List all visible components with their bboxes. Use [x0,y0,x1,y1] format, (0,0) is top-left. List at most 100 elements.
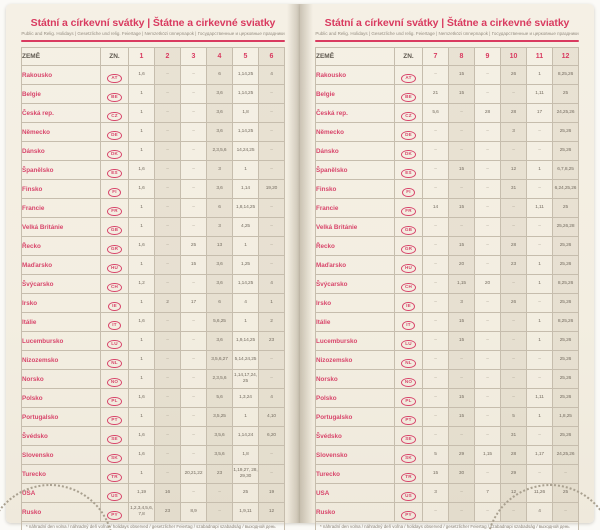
month-column-header: 12 [552,47,579,66]
country-code-badge: NL [107,358,122,369]
holiday-dates-cell: 1 [232,236,259,256]
holiday-dates-cell: 25 [180,236,207,256]
country-code-badge: DE [107,130,122,141]
empty-holiday-cell: – [154,65,181,85]
holiday-dates-cell: 15 [422,464,449,484]
empty-holiday-cell: – [180,84,207,104]
country-name: Norsko [315,369,395,389]
empty-holiday-cell: – [474,236,501,256]
month-column-header: 11 [526,47,553,66]
holiday-table-jul-dec: ZEMĚ ZN. 7 8 9 10 11 12 Rakousko AT –15–26 1 8,25,26… [315,47,579,522]
country-code-cell: DE [394,122,423,142]
holiday-dates-cell: 17 [526,103,553,123]
country-row: Švédsko SE 1,6– –3,5,6 1,14,24 6,20 [21,426,285,446]
country-row: Španělsko ES 1,6– –3 1– [21,160,285,180]
empty-holiday-cell: – [422,388,449,408]
country-code-badge: AT [107,73,122,84]
empty-holiday-cell: – [422,350,449,370]
holiday-dates-cell: 25,26 [552,141,579,161]
empty-holiday-cell: – [526,369,553,389]
country-code-cell: NO [100,369,129,389]
holiday-dates-cell: 15 [448,388,475,408]
holiday-dates-cell: 1 [232,312,259,332]
country-name: Nizozemsko [21,350,101,370]
country-code-badge: FR [107,206,122,217]
country-name: Rakousko [315,65,395,85]
country-code-cell: NL [100,350,129,370]
country-row: Německo DE – – –3–25,26 [315,122,579,142]
country-code-badge: DE [401,130,416,141]
holiday-dates-cell: 1,6 [128,160,155,180]
empty-holiday-cell: – [500,369,527,389]
empty-holiday-cell: – [258,84,285,104]
holiday-dates-cell: 1 [128,464,155,484]
country-name: Polsko [315,388,395,408]
country-code-cell: IE [100,293,129,313]
holiday-dates-cell: 1 [526,312,553,332]
country-name: Belgie [315,84,395,104]
country-row: Polsko PL –15– –1,11 25,26 [315,388,579,408]
country-name: Itálie [315,312,395,332]
country-row: Polsko PL 1,6– –5,6 1,3,24 4 [21,388,285,408]
country-code-badge: SE [107,434,122,445]
empty-holiday-cell: – [180,198,207,218]
holiday-dates-cell: 1 [128,84,155,104]
code-column-header: ZN. [394,47,423,66]
empty-holiday-cell: – [500,331,527,351]
empty-holiday-cell: – [474,255,501,275]
country-code-cell: IT [100,312,129,332]
left-page-content: Státní a církevní svátky | Štátne a cirk… [6,4,300,530]
country-code-cell: CH [100,274,129,294]
empty-holiday-cell: – [448,426,475,446]
holiday-dates-cell: 5,6 [422,103,449,123]
holiday-dates-cell: 1,2 [128,274,155,294]
country-name: Německo [21,122,101,142]
empty-holiday-cell: – [500,141,527,161]
holiday-dates-cell: 3,5,6 [206,426,233,446]
empty-holiday-cell: – [500,274,527,294]
empty-holiday-cell: – [180,407,207,427]
left-page: Státní a církevní svátky | Štátne a cirk… [6,4,300,530]
holiday-dates-cell: 25 [552,84,579,104]
country-code-cell: CH [394,274,423,294]
empty-holiday-cell: – [448,369,475,389]
country-name: USA [315,483,395,503]
country-name: Itálie [21,312,101,332]
country-code-badge: SK [107,453,122,464]
holiday-dates-cell: 20 [474,274,501,294]
holiday-dates-cell: 23 [258,331,285,351]
empty-holiday-cell: – [526,350,553,370]
country-row: Belgie BE 1– –3,6 1,14,25– [21,84,285,104]
title-rule [315,40,579,42]
month-column-header: 10 [500,47,527,66]
country-name: Švýcarsko [21,274,101,294]
holiday-dates-cell: 8,9 [180,502,207,522]
holiday-dates-cell: 14 [422,198,449,218]
country-row: Dánsko DK – – – – –25,26 [315,141,579,161]
country-code-cell: DE [100,122,129,142]
holiday-dates-cell: 1 [258,293,285,313]
empty-holiday-cell: – [474,122,501,142]
country-row: Česká rep. CZ 1– –3,6 1,8– [21,103,285,123]
country-name: Maďarsko [315,255,395,275]
country-row: Slovensko SK 5 29 1,15 28 1,17 24,25,26 [315,445,579,465]
country-code-cell: TR [100,464,129,484]
empty-holiday-cell: – [258,350,285,370]
holiday-dates-cell: 3,6 [206,179,233,199]
country-name: Dánsko [21,141,101,161]
country-name: Portugalsko [315,407,395,427]
holiday-dates-cell: 1,25 [232,255,259,275]
empty-holiday-cell: – [474,179,501,199]
empty-holiday-cell: – [474,369,501,389]
holiday-dates-cell: 3,6 [206,84,233,104]
holiday-dates-cell: 1 [128,198,155,218]
country-row: Maďarsko HU –20–23 1 25,26 [315,255,579,275]
country-name: Velká Británie [21,217,101,237]
empty-holiday-cell: – [154,274,181,294]
empty-holiday-cell: – [422,236,449,256]
holiday-dates-cell: 25,26 [552,369,579,389]
page-title: Státní a církevní svátky | Štátne a cirk… [324,17,570,29]
country-code-badge: LU [401,339,416,350]
empty-holiday-cell: – [474,141,501,161]
footnote: * náhradní den volna / náhradný deň voľn… [315,522,579,530]
